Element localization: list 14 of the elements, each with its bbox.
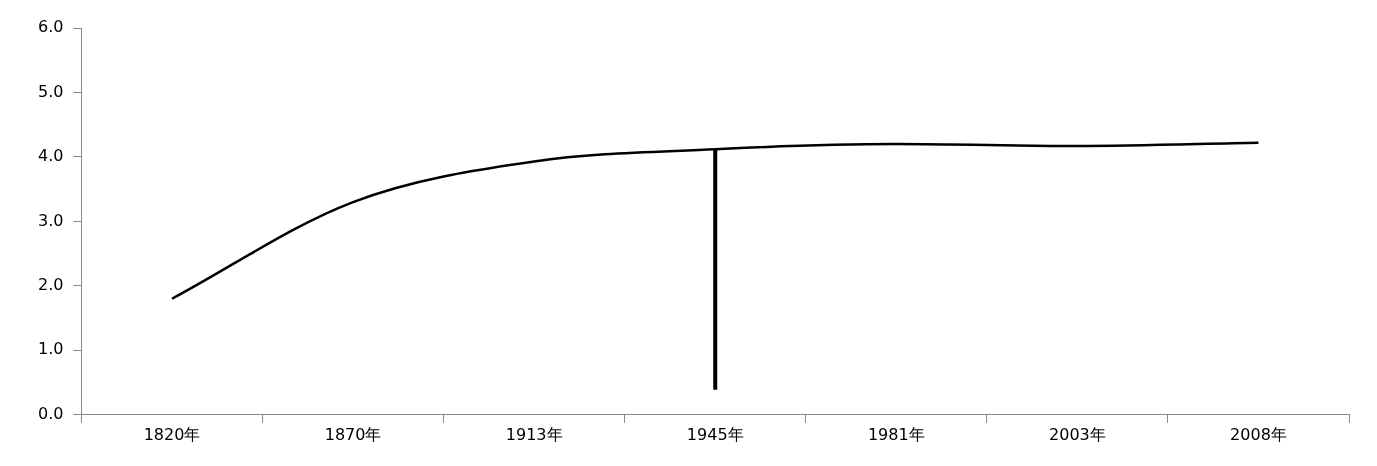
y-tick-label: 0.0 bbox=[37, 403, 64, 423]
y-tick-label: 6.0 bbox=[37, 17, 64, 37]
y-tick-label: 2.0 bbox=[37, 275, 64, 295]
x-tick-label: 1870年 bbox=[324, 424, 382, 444]
y-tick-label: 4.0 bbox=[37, 146, 64, 166]
y-tick-label: 1.0 bbox=[37, 339, 64, 359]
x-tick-label: 2008年 bbox=[1230, 424, 1287, 444]
x-tick-label: 1981年 bbox=[867, 424, 925, 444]
y-tick-label: 3.0 bbox=[37, 210, 64, 230]
x-tick-label: 2003年 bbox=[1049, 424, 1106, 444]
x-tick-label: 1820年 bbox=[143, 424, 201, 444]
x-tick-label: 1945年 bbox=[686, 424, 744, 444]
y-tick-label: 5.0 bbox=[37, 81, 64, 101]
x-tick-label: 1913年 bbox=[505, 424, 563, 444]
